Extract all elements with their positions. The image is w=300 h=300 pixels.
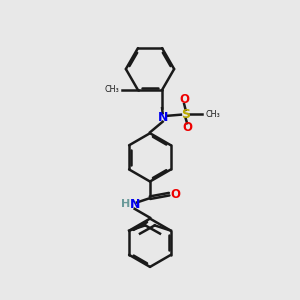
Text: CH₃: CH₃ xyxy=(105,85,119,94)
Text: O: O xyxy=(170,188,180,201)
Text: H: H xyxy=(121,199,130,209)
Text: S: S xyxy=(181,108,190,121)
Text: O: O xyxy=(179,93,189,106)
Text: CH₃: CH₃ xyxy=(206,110,220,118)
Text: N: N xyxy=(158,110,168,124)
Text: N: N xyxy=(130,198,140,211)
Text: O: O xyxy=(182,121,192,134)
